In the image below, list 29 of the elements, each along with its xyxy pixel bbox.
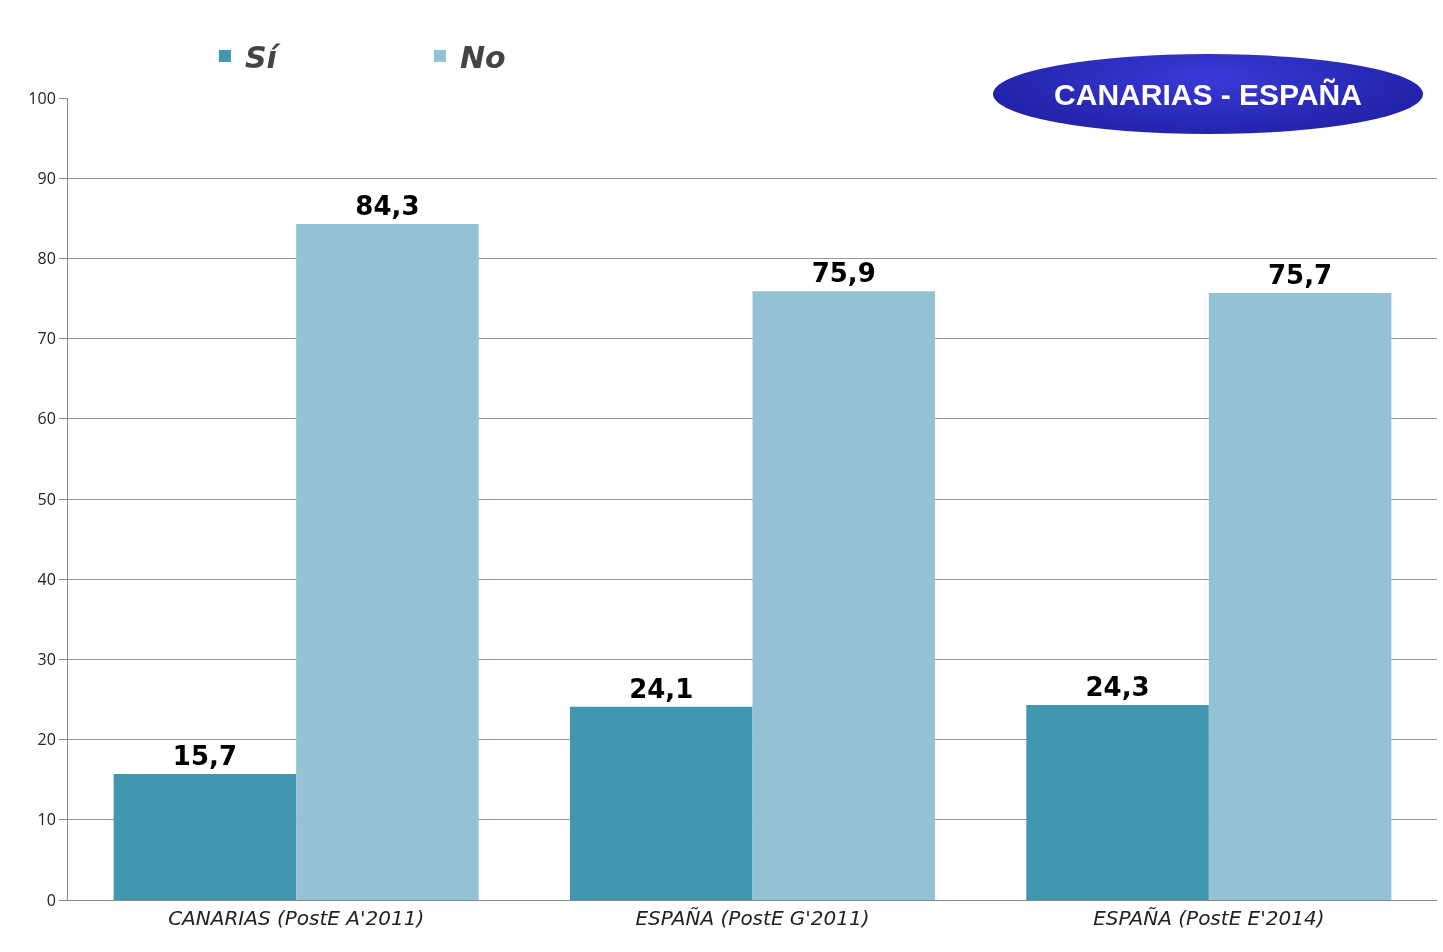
chart-title: CANARIAS - ESPAÑA <box>1053 78 1363 112</box>
data-label: 24,1 <box>629 673 694 704</box>
y-tick-label: 100 <box>28 86 56 109</box>
y-tick-label: 70 <box>37 327 56 350</box>
x-tick-label: ESPAÑA (PostE E'2014) <box>1093 906 1325 930</box>
bar <box>113 774 297 900</box>
bar <box>296 223 479 900</box>
y-tick-label: 20 <box>37 728 56 751</box>
y-tick-label: 0 <box>46 888 56 911</box>
data-label: 75,9 <box>811 258 876 289</box>
legend-label: No <box>459 39 506 75</box>
data-label: 15,7 <box>172 741 237 772</box>
bar <box>752 291 936 900</box>
bar <box>569 706 753 900</box>
y-tick-label: 60 <box>37 407 56 430</box>
data-label: 24,3 <box>1085 672 1150 703</box>
y-tick-label: 10 <box>37 808 56 831</box>
data-label: 75,7 <box>1268 259 1333 290</box>
data-label: 84,3 <box>355 190 420 221</box>
x-tick-label: ESPAÑA (PostE G'2011) <box>635 906 870 930</box>
bar <box>1026 705 1209 900</box>
bar <box>1208 292 1392 900</box>
y-tick-label: 50 <box>37 487 56 510</box>
y-tick-label: 40 <box>37 567 56 590</box>
y-tick-label: 80 <box>37 247 56 269</box>
x-tick-label: CANARIAS (PostE A'2011) <box>168 906 425 930</box>
legend-label: Sí <box>244 39 282 75</box>
y-tick-label: 90 <box>37 166 56 189</box>
y-tick-label: 30 <box>37 648 56 670</box>
